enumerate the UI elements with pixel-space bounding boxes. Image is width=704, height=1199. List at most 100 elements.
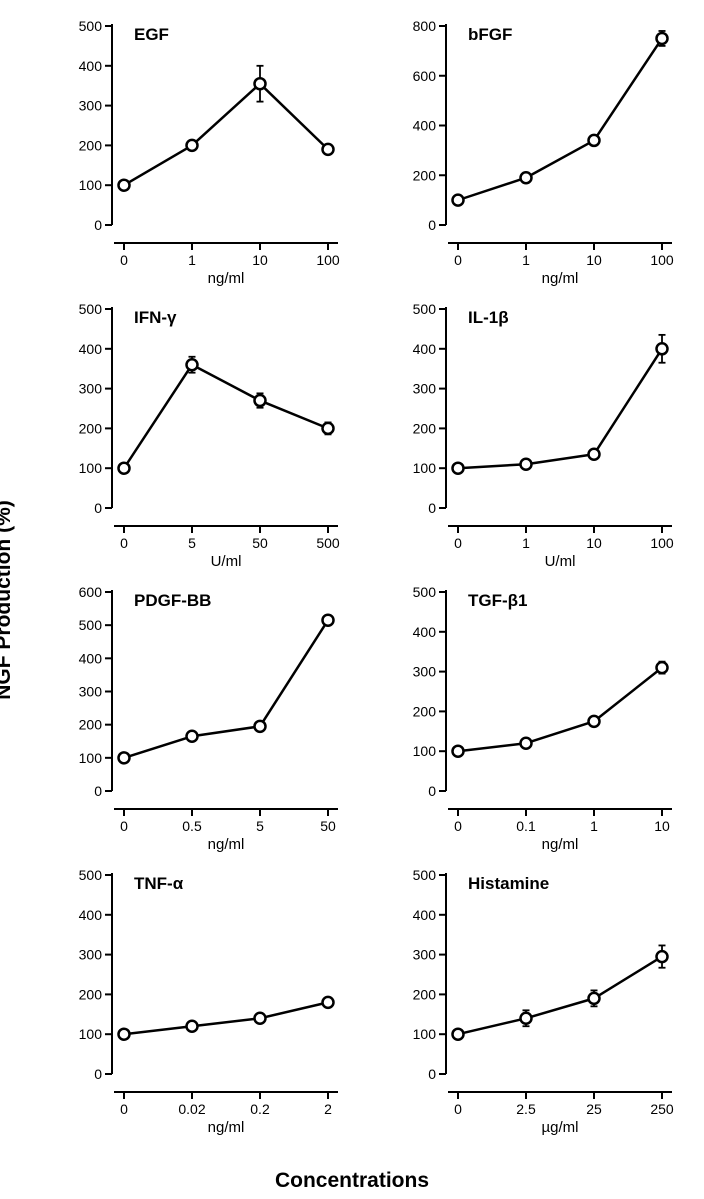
svg-text:2.5: 2.5 [516,1101,536,1117]
svg-text:200: 200 [79,986,103,1002]
y-axis-label: NGF Production (%) [0,500,16,699]
svg-text:10: 10 [252,252,268,268]
svg-text:IL-1β: IL-1β [468,308,509,327]
svg-text:500: 500 [79,617,103,633]
svg-text:5: 5 [256,818,264,834]
x-axis-label: Concentrations [0,1169,704,1193]
svg-text:400: 400 [413,341,437,357]
svg-text:0: 0 [454,1101,462,1117]
svg-text:100: 100 [413,460,437,476]
svg-text:0: 0 [120,252,128,268]
svg-text:10: 10 [586,252,602,268]
svg-text:500: 500 [413,867,437,883]
svg-text:300: 300 [413,947,437,963]
panel-egf: 01002003004005000110100ng/mlEGF [64,12,354,295]
svg-text:IFN-γ: IFN-γ [134,308,177,327]
svg-text:0: 0 [94,500,102,516]
svg-text:ng/ml: ng/ml [208,270,245,287]
svg-text:0.2: 0.2 [250,1101,270,1117]
svg-text:500: 500 [413,301,437,317]
figure: NGF Production (%) 010020030040050001101… [0,0,704,1199]
svg-text:1: 1 [188,252,196,268]
svg-text:1: 1 [522,252,530,268]
svg-text:0.5: 0.5 [182,818,202,834]
svg-text:0: 0 [428,783,436,799]
svg-text:600: 600 [413,68,437,84]
svg-text:TNF-α: TNF-α [134,874,184,893]
svg-text:500: 500 [79,301,103,317]
panel-pdgf: 010020030040050060000.5550ng/mlPDGF-BB [64,578,354,861]
svg-text:Histamine: Histamine [468,874,549,893]
svg-text:0: 0 [120,818,128,834]
svg-text:0: 0 [454,818,462,834]
svg-text:100: 100 [650,535,674,551]
svg-text:1: 1 [590,818,598,834]
svg-text:ng/ml: ng/ml [208,1119,245,1136]
svg-text:200: 200 [79,420,103,436]
svg-text:200: 200 [413,986,437,1002]
svg-text:300: 300 [79,684,103,700]
svg-text:0: 0 [454,535,462,551]
svg-text:0: 0 [428,1066,436,1082]
svg-text:ng/ml: ng/ml [542,270,579,287]
svg-text:200: 200 [79,717,103,733]
svg-text:300: 300 [79,947,103,963]
svg-text:µg/ml: µg/ml [542,1119,579,1136]
svg-text:ng/ml: ng/ml [542,836,579,853]
panel-bfgf: 02004006008000110100ng/mlbFGF [398,12,688,295]
svg-text:200: 200 [413,167,437,183]
svg-text:400: 400 [413,118,437,134]
svg-text:0: 0 [454,252,462,268]
svg-text:0: 0 [428,500,436,516]
svg-text:10: 10 [654,818,670,834]
svg-text:500: 500 [413,584,437,600]
svg-text:100: 100 [413,743,437,759]
panel-grid: 01002003004005000110100ng/mlEGF020040060… [64,12,688,1144]
svg-text:TGF-β1: TGF-β1 [468,591,527,610]
svg-text:EGF: EGF [134,25,169,44]
svg-text:0: 0 [94,217,102,233]
panel-ifng: 0 100 200 300 400 500 0 5 50 500 U/ml IFN-γ [64,295,354,578]
svg-text:50: 50 [252,535,268,551]
svg-text:300: 300 [413,664,437,680]
svg-text:0: 0 [94,1066,102,1082]
svg-text:500: 500 [316,535,340,551]
svg-text:0: 0 [94,783,102,799]
svg-text:U/ml: U/ml [211,553,242,570]
svg-text:0: 0 [428,217,436,233]
svg-text:0: 0 [120,535,128,551]
svg-text:100: 100 [79,1026,103,1042]
svg-text:200: 200 [413,703,437,719]
svg-text:200: 200 [413,420,437,436]
svg-text:2: 2 [324,1101,332,1117]
svg-text:300: 300 [79,381,103,397]
svg-text:400: 400 [79,341,103,357]
panel-tgfb1: 0 100 200 300 400 500 0 0.1 1 10 ng/ml TGF-β1 [398,578,688,861]
svg-text:100: 100 [316,252,340,268]
svg-text:400: 400 [79,58,103,74]
svg-text:100: 100 [79,177,103,193]
svg-text:50: 50 [320,818,336,834]
svg-text:500: 500 [79,867,103,883]
svg-text:0.02: 0.02 [178,1101,205,1117]
svg-text:300: 300 [413,381,437,397]
panel-histamine: 010020030040050002.525250µg/mlHistamine [398,861,688,1144]
svg-text:100: 100 [413,1026,437,1042]
svg-text:400: 400 [413,624,437,640]
svg-text:1: 1 [522,535,530,551]
svg-text:25: 25 [586,1101,602,1117]
svg-text:100: 100 [79,460,103,476]
svg-text:bFGF: bFGF [468,25,512,44]
svg-text:200: 200 [79,137,103,153]
svg-text:400: 400 [413,907,437,923]
panel-il1b: 01002003004005000110100U/mlIL-1β [398,295,688,578]
svg-text:PDGF-BB: PDGF-BB [134,591,211,610]
svg-text:10: 10 [586,535,602,551]
svg-text:400: 400 [79,907,103,923]
svg-text:5: 5 [188,535,196,551]
svg-text:500: 500 [79,18,103,34]
svg-text:100: 100 [650,252,674,268]
panel-tnfa: 010020030040050000.020.22ng/mlTNF-α [64,861,354,1144]
svg-text:600: 600 [79,584,103,600]
svg-text:0.1: 0.1 [516,818,536,834]
